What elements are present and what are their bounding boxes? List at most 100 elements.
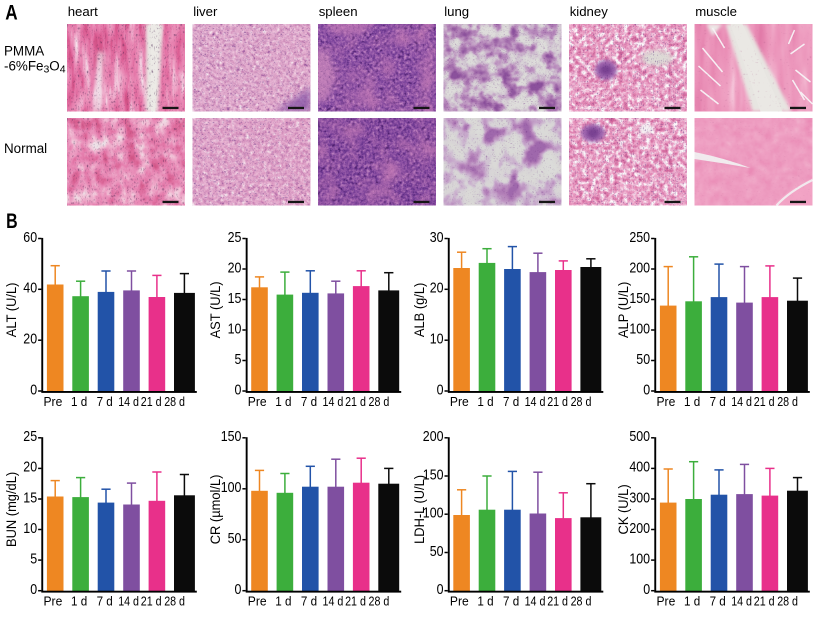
svg-text:20: 20 [23,460,37,476]
svg-text:21 d: 21 d [754,594,775,609]
svg-text:LDH-L (U/L): LDH-L (U/L) [411,475,427,544]
svg-text:1 d: 1 d [684,594,700,609]
svg-text:Pre: Pre [450,594,469,609]
svg-text:0: 0 [30,582,37,598]
svg-text:1 d: 1 d [275,394,291,409]
svg-text:7 d: 7 d [301,594,317,609]
svg-text:15: 15 [228,291,242,307]
svg-text:200: 200 [629,521,650,537]
svg-text:-6%Fe3O4: -6%Fe3O4 [4,59,66,76]
svg-text:spleen: spleen [319,4,358,19]
svg-text:ALT (U/L): ALT (U/L) [3,283,19,338]
svg-text:7 d: 7 d [710,394,726,409]
svg-text:50: 50 [228,531,242,547]
svg-text:500: 500 [629,429,650,445]
svg-text:30: 30 [430,230,444,246]
svg-text:100: 100 [629,551,650,567]
svg-text:1 d: 1 d [477,594,493,609]
svg-text:150: 150 [629,291,650,307]
svg-text:1 d: 1 d [477,394,493,409]
svg-text:28 d: 28 d [571,594,592,609]
svg-text:150: 150 [423,467,444,483]
svg-text:28 d: 28 d [369,394,390,409]
svg-text:21 d: 21 d [345,594,366,609]
svg-text:21 d: 21 d [547,394,568,409]
svg-text:40: 40 [23,281,37,297]
svg-text:5: 5 [30,551,37,567]
svg-text:20: 20 [430,281,444,297]
svg-text:14 d: 14 d [525,594,546,609]
svg-text:0: 0 [235,382,242,398]
svg-text:1 d: 1 d [684,394,700,409]
svg-text:100: 100 [629,321,650,337]
svg-text:28 d: 28 d [164,594,185,609]
svg-text:Pre: Pre [248,594,267,609]
svg-text:0: 0 [437,582,444,598]
svg-text:20: 20 [228,260,242,276]
svg-text:100: 100 [423,506,444,522]
svg-text:10: 10 [23,521,37,537]
svg-text:14 d: 14 d [323,594,344,609]
svg-text:0: 0 [235,582,242,598]
svg-text:liver: liver [193,4,218,19]
svg-text:25: 25 [23,429,37,445]
svg-text:1 d: 1 d [71,594,87,609]
svg-text:Pre: Pre [44,594,63,609]
svg-text:CR (µmol/L): CR (µmol/L) [207,475,223,545]
svg-text:kidney: kidney [570,4,609,19]
svg-text:CK (U/L): CK (U/L) [615,484,631,534]
svg-text:28 d: 28 d [164,394,185,409]
svg-text:21 d: 21 d [141,394,162,409]
svg-text:14 d: 14 d [525,394,546,409]
svg-text:200: 200 [629,260,650,276]
svg-text:21 d: 21 d [345,394,366,409]
svg-text:10: 10 [430,332,444,348]
svg-text:21 d: 21 d [141,594,162,609]
svg-text:0: 0 [437,382,444,398]
svg-text:lung: lung [444,4,469,19]
svg-text:B: B [6,210,18,233]
svg-text:14 d: 14 d [118,594,139,609]
svg-text:7 d: 7 d [97,594,113,609]
svg-text:BUN (mg/dL): BUN (mg/dL) [3,472,19,547]
svg-text:400: 400 [629,460,650,476]
svg-text:Pre: Pre [44,394,63,409]
svg-text:21 d: 21 d [754,394,775,409]
svg-text:50: 50 [430,544,444,560]
svg-text:AST (U/L): AST (U/L) [207,281,223,338]
svg-text:14 d: 14 d [118,394,139,409]
svg-text:14 d: 14 d [323,394,344,409]
svg-text:14 d: 14 d [731,394,752,409]
svg-text:A: A [5,2,17,25]
svg-text:15: 15 [23,490,37,506]
svg-text:ALP (U/L): ALP (U/L) [615,282,631,338]
svg-text:25: 25 [228,230,242,246]
svg-text:7 d: 7 d [503,594,519,609]
svg-text:50: 50 [636,352,650,368]
svg-text:Pre: Pre [248,394,267,409]
svg-text:150: 150 [221,429,242,445]
svg-text:0: 0 [30,382,37,398]
svg-text:60: 60 [23,230,37,246]
svg-text:Normal: Normal [4,141,47,156]
svg-text:10: 10 [228,321,242,337]
svg-text:7 d: 7 d [710,594,726,609]
svg-text:28 d: 28 d [369,594,390,609]
svg-text:0: 0 [643,382,650,398]
svg-text:muscle: muscle [695,4,737,19]
svg-text:21 d: 21 d [547,594,568,609]
svg-text:5: 5 [235,352,242,368]
svg-text:100: 100 [221,480,242,496]
svg-text:PMMA: PMMA [4,44,44,59]
svg-text:28 d: 28 d [571,394,592,409]
svg-text:200: 200 [423,429,444,445]
svg-text:1 d: 1 d [275,594,291,609]
svg-text:ALB (g/L): ALB (g/L) [411,283,427,337]
svg-text:heart: heart [68,4,98,19]
svg-text:7 d: 7 d [503,394,519,409]
svg-text:28 d: 28 d [777,594,798,609]
svg-text:Pre: Pre [657,594,676,609]
svg-text:7 d: 7 d [301,394,317,409]
svg-text:1 d: 1 d [71,394,87,409]
svg-text:0: 0 [643,582,650,598]
